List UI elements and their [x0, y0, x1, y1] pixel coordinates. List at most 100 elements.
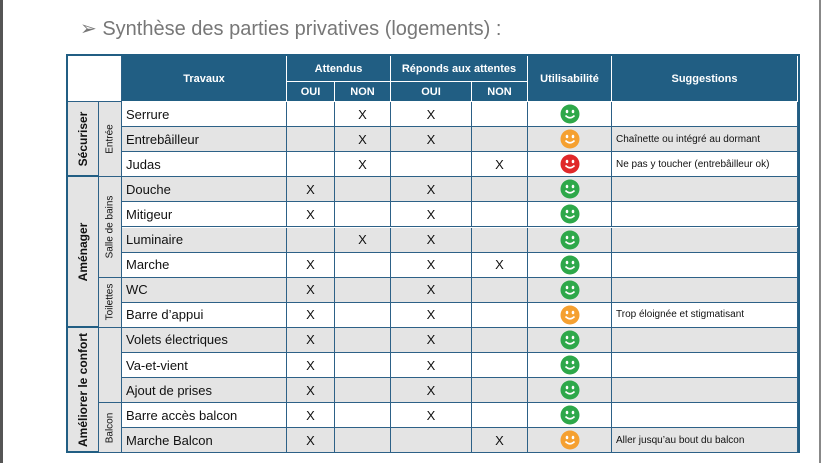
usability-cell	[528, 277, 612, 303]
check-cell	[287, 152, 335, 178]
task-cell: Luminaire	[122, 227, 287, 253]
smiley	[560, 430, 579, 450]
usability-cell	[528, 327, 612, 353]
group-label: Améliorer le confort	[76, 332, 90, 447]
usability-cell	[528, 428, 612, 454]
header-cell: OUI	[287, 82, 335, 102]
usability-cell	[528, 127, 612, 153]
smiley	[560, 380, 579, 400]
smiley	[560, 305, 579, 325]
usability-cell	[528, 353, 612, 379]
task-cell: Mitigeur	[122, 202, 287, 228]
group-cell: Aménager	[68, 177, 99, 328]
suggestion-cell	[612, 177, 798, 203]
task-cell: WC	[122, 277, 287, 303]
suggestion-cell	[612, 378, 798, 404]
task-cell: Barre d’appui	[122, 302, 287, 328]
check-cell: X	[287, 252, 335, 278]
suggestion-cell: Ne pas y toucher (entrebâilleur ok)	[612, 152, 798, 178]
check-cell	[472, 127, 528, 153]
suggestion-cell	[612, 277, 798, 303]
table: Travaux Attendus Réponds aux attentes Utili…	[66, 54, 800, 454]
check-cell	[335, 302, 391, 328]
check-cell	[335, 277, 391, 303]
smiley	[560, 255, 579, 275]
suggestion-cell: Chaînette ou intégré au dormant	[612, 127, 798, 153]
smiley	[560, 355, 579, 375]
subgroup-cell: Toilettes	[99, 277, 122, 328]
task-cell: Marche Balcon	[122, 428, 287, 454]
check-cell	[391, 428, 472, 454]
check-cell: X	[391, 252, 472, 278]
task-cell: Entrebâilleur	[122, 127, 287, 153]
check-cell: X	[335, 127, 391, 153]
check-cell: X	[335, 227, 391, 253]
group-cell: Améliorer le confort	[68, 327, 99, 454]
check-cell	[472, 227, 528, 253]
task-cell: Serrure	[122, 102, 287, 128]
check-cell	[287, 127, 335, 153]
check-cell: X	[391, 177, 472, 203]
usability-cell	[528, 252, 612, 278]
check-cell	[472, 177, 528, 203]
header-cell: Réponds aux attentes	[391, 56, 528, 82]
subgroup-label: Salle de bains	[104, 195, 116, 259]
usability-cell	[528, 403, 612, 429]
check-cell: X	[391, 102, 472, 128]
header-cell: NON	[472, 82, 528, 102]
check-cell: X	[391, 277, 472, 303]
check-cell: X	[391, 378, 472, 404]
check-cell	[335, 428, 391, 454]
check-cell: X	[335, 102, 391, 128]
check-cell: X	[391, 227, 472, 253]
check-cell: X	[287, 327, 335, 353]
check-cell: X	[287, 202, 335, 228]
usability-cell	[528, 177, 612, 203]
task-cell: Douche	[122, 177, 287, 203]
check-cell	[335, 202, 391, 228]
usability-cell	[528, 227, 612, 253]
header-cell: Suggestions	[612, 56, 798, 102]
check-cell	[472, 302, 528, 328]
suggestion-cell: Aller jusqu’au bout du balcon	[612, 428, 798, 454]
smiley	[560, 154, 579, 174]
check-cell	[287, 102, 335, 128]
suggestion-cell	[612, 252, 798, 278]
check-cell	[472, 378, 528, 404]
header-cell: Travaux	[122, 56, 287, 102]
smiley	[560, 179, 579, 199]
subgroup-cell	[99, 327, 122, 404]
check-cell	[472, 327, 528, 353]
suggestion-cell	[612, 202, 798, 228]
task-cell: Marche	[122, 252, 287, 278]
check-cell: X	[391, 403, 472, 429]
check-cell: X	[472, 252, 528, 278]
check-cell: X	[287, 302, 335, 328]
check-cell: X	[391, 202, 472, 228]
check-cell	[472, 202, 528, 228]
suggestion-cell	[612, 403, 798, 429]
suggestion-cell	[612, 327, 798, 353]
task-cell: Judas	[122, 152, 287, 178]
check-cell: X	[287, 403, 335, 429]
check-cell	[335, 353, 391, 379]
suggestion-cell	[612, 102, 798, 128]
check-cell: X	[287, 378, 335, 404]
usability-cell	[528, 152, 612, 178]
check-cell: X	[472, 152, 528, 178]
subgroup-label: Balcon	[104, 412, 116, 444]
check-cell	[287, 227, 335, 253]
header-cell: OUI	[391, 82, 472, 102]
check-cell	[472, 277, 528, 303]
slide-edge	[819, 0, 821, 463]
task-cell: Volets électriques	[122, 327, 287, 353]
task-cell: Ajout de prises	[122, 378, 287, 404]
check-cell: X	[391, 327, 472, 353]
task-cell: Barre accès balcon	[122, 403, 287, 429]
slide-title: ➢ Synthèse des parties privatives (logem…	[80, 18, 502, 40]
check-cell	[472, 403, 528, 429]
subgroup-label: Toilettes	[104, 283, 116, 321]
smiley	[560, 204, 579, 224]
check-cell: X	[287, 277, 335, 303]
